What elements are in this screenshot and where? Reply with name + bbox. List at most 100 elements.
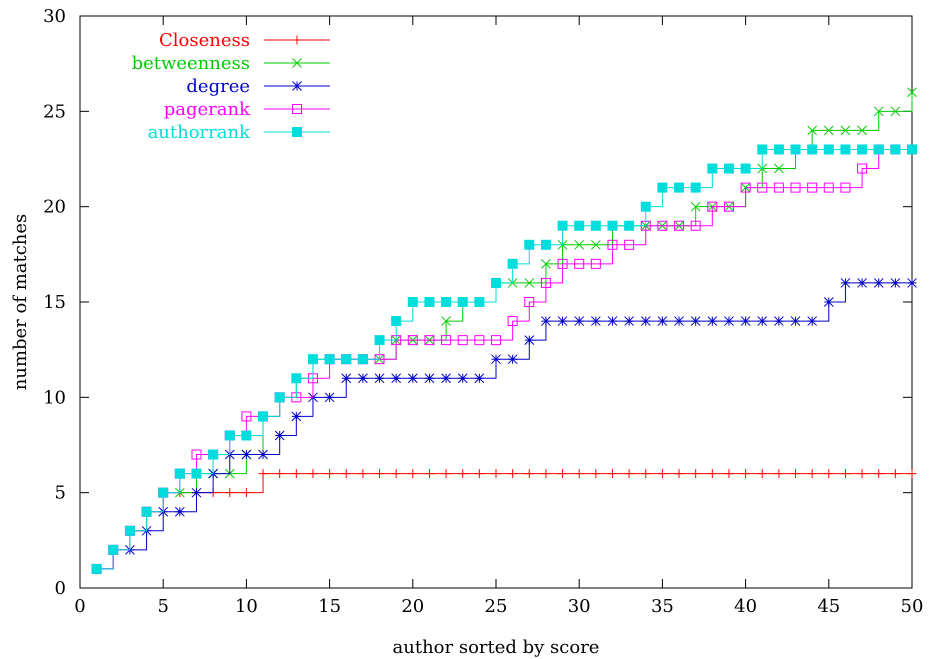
data-point-closeness [241,488,251,498]
x-tick-label: 40 [734,596,757,617]
data-point-degree [640,316,651,326]
data-point-authorrank [657,182,668,193]
data-point-authorrank [224,430,235,441]
data-point-authorrank [773,144,784,155]
data-point-authorrank [524,239,535,250]
data-point-pagerank [790,182,801,193]
data-point-authorrank [324,354,335,365]
data-point-closeness [807,469,817,479]
data-point-pagerank [657,220,668,231]
data-point-degree [574,316,585,326]
data-point-authorrank [258,411,269,422]
data-point-degree [607,316,618,326]
data-point-betweenness [441,316,451,326]
data-point-degree [657,316,668,326]
data-point-pagerank [424,335,435,346]
data-point-degree [174,506,185,517]
data-point-degree [424,373,435,384]
data-point-authorrank [590,220,601,231]
x-tick-label: 35 [651,596,674,617]
y-tick-label: 20 [43,197,66,218]
data-point-betweenness [690,201,701,212]
series-degree [91,278,917,574]
data-point-authorrank [274,392,285,403]
data-point-degree [740,316,751,326]
x-tick-label: 5 [157,596,168,617]
data-point-authorrank [424,297,435,307]
legend-marker-authorrank [292,127,302,137]
data-point-degree [491,354,501,365]
x-tick-label: 0 [74,596,85,617]
data-point-betweenness [823,125,834,136]
data-point-degree [790,316,801,326]
data-point-pagerank [690,220,701,231]
data-point-degree [391,373,402,384]
data-point-closeness [791,469,801,479]
legend-label-pagerank: pagerank [164,99,251,120]
data-point-pagerank [823,182,834,193]
x-tick-label: 10 [235,596,258,617]
data-point-closeness [558,469,568,479]
data-point-betweenness [524,278,535,288]
data-point-pagerank [674,220,685,231]
data-point-pagerank [707,201,718,212]
legend-label-closeness: Closeness [159,30,250,51]
x-tick-label: 25 [485,596,508,617]
data-point-closeness [907,469,917,479]
data-point-degree [557,316,568,326]
data-point-closeness [474,469,484,479]
data-point-pagerank [457,335,468,346]
data-point-pagerank [807,182,818,193]
data-point-degree [624,316,634,326]
data-point-closeness [225,488,235,498]
legend-entry-degree: degree [186,76,330,97]
data-point-authorrank [124,525,135,536]
data-point-authorrank [640,201,651,212]
data-point-pagerank [574,258,585,269]
data-point-closeness [674,469,684,479]
data-point-authorrank [873,144,884,155]
data-point-authorrank [540,239,551,250]
data-point-pagerank [507,316,518,327]
data-point-degree [823,297,834,307]
data-point-closeness [607,469,617,479]
data-point-authorrank [341,354,352,365]
data-point-degree [441,373,451,384]
data-point-degree [358,373,368,384]
data-point-authorrank [91,563,102,574]
data-point-betweenness [873,106,884,117]
data-point-pagerank [590,258,601,269]
data-point-degree [674,316,684,326]
data-point-authorrank [241,430,252,441]
data-point-closeness [574,469,584,479]
data-point-degree [291,411,302,422]
legend-marker-betweenness [292,58,302,68]
data-point-degree [857,278,867,288]
data-point-closeness [824,469,834,479]
data-point-degree [774,316,784,326]
data-point-authorrank [674,182,685,193]
data-point-pagerank [624,239,635,250]
data-point-closeness [258,469,268,479]
data-point-authorrank [823,144,834,155]
y-axis-label: number of matches [10,214,31,391]
data-point-degree [258,449,268,460]
data-point-authorrank [723,163,734,174]
series-group [91,87,917,574]
data-point-closeness [325,469,335,479]
series-closeness [92,469,917,574]
data-point-pagerank [191,449,202,460]
data-point-pagerank [723,201,734,212]
data-point-degree [873,278,884,288]
x-tick-label: 30 [568,596,591,617]
data-point-closeness [707,469,717,479]
data-point-authorrank [208,449,219,460]
data-point-closeness [657,469,667,479]
legend-marker-closeness [292,35,302,45]
data-point-degree [374,373,385,384]
data-point-closeness [441,469,451,479]
data-point-closeness [275,469,285,479]
data-point-degree [907,278,917,288]
data-point-betweenness [890,106,901,117]
legend-label-authorrank: authorrank [148,122,252,143]
